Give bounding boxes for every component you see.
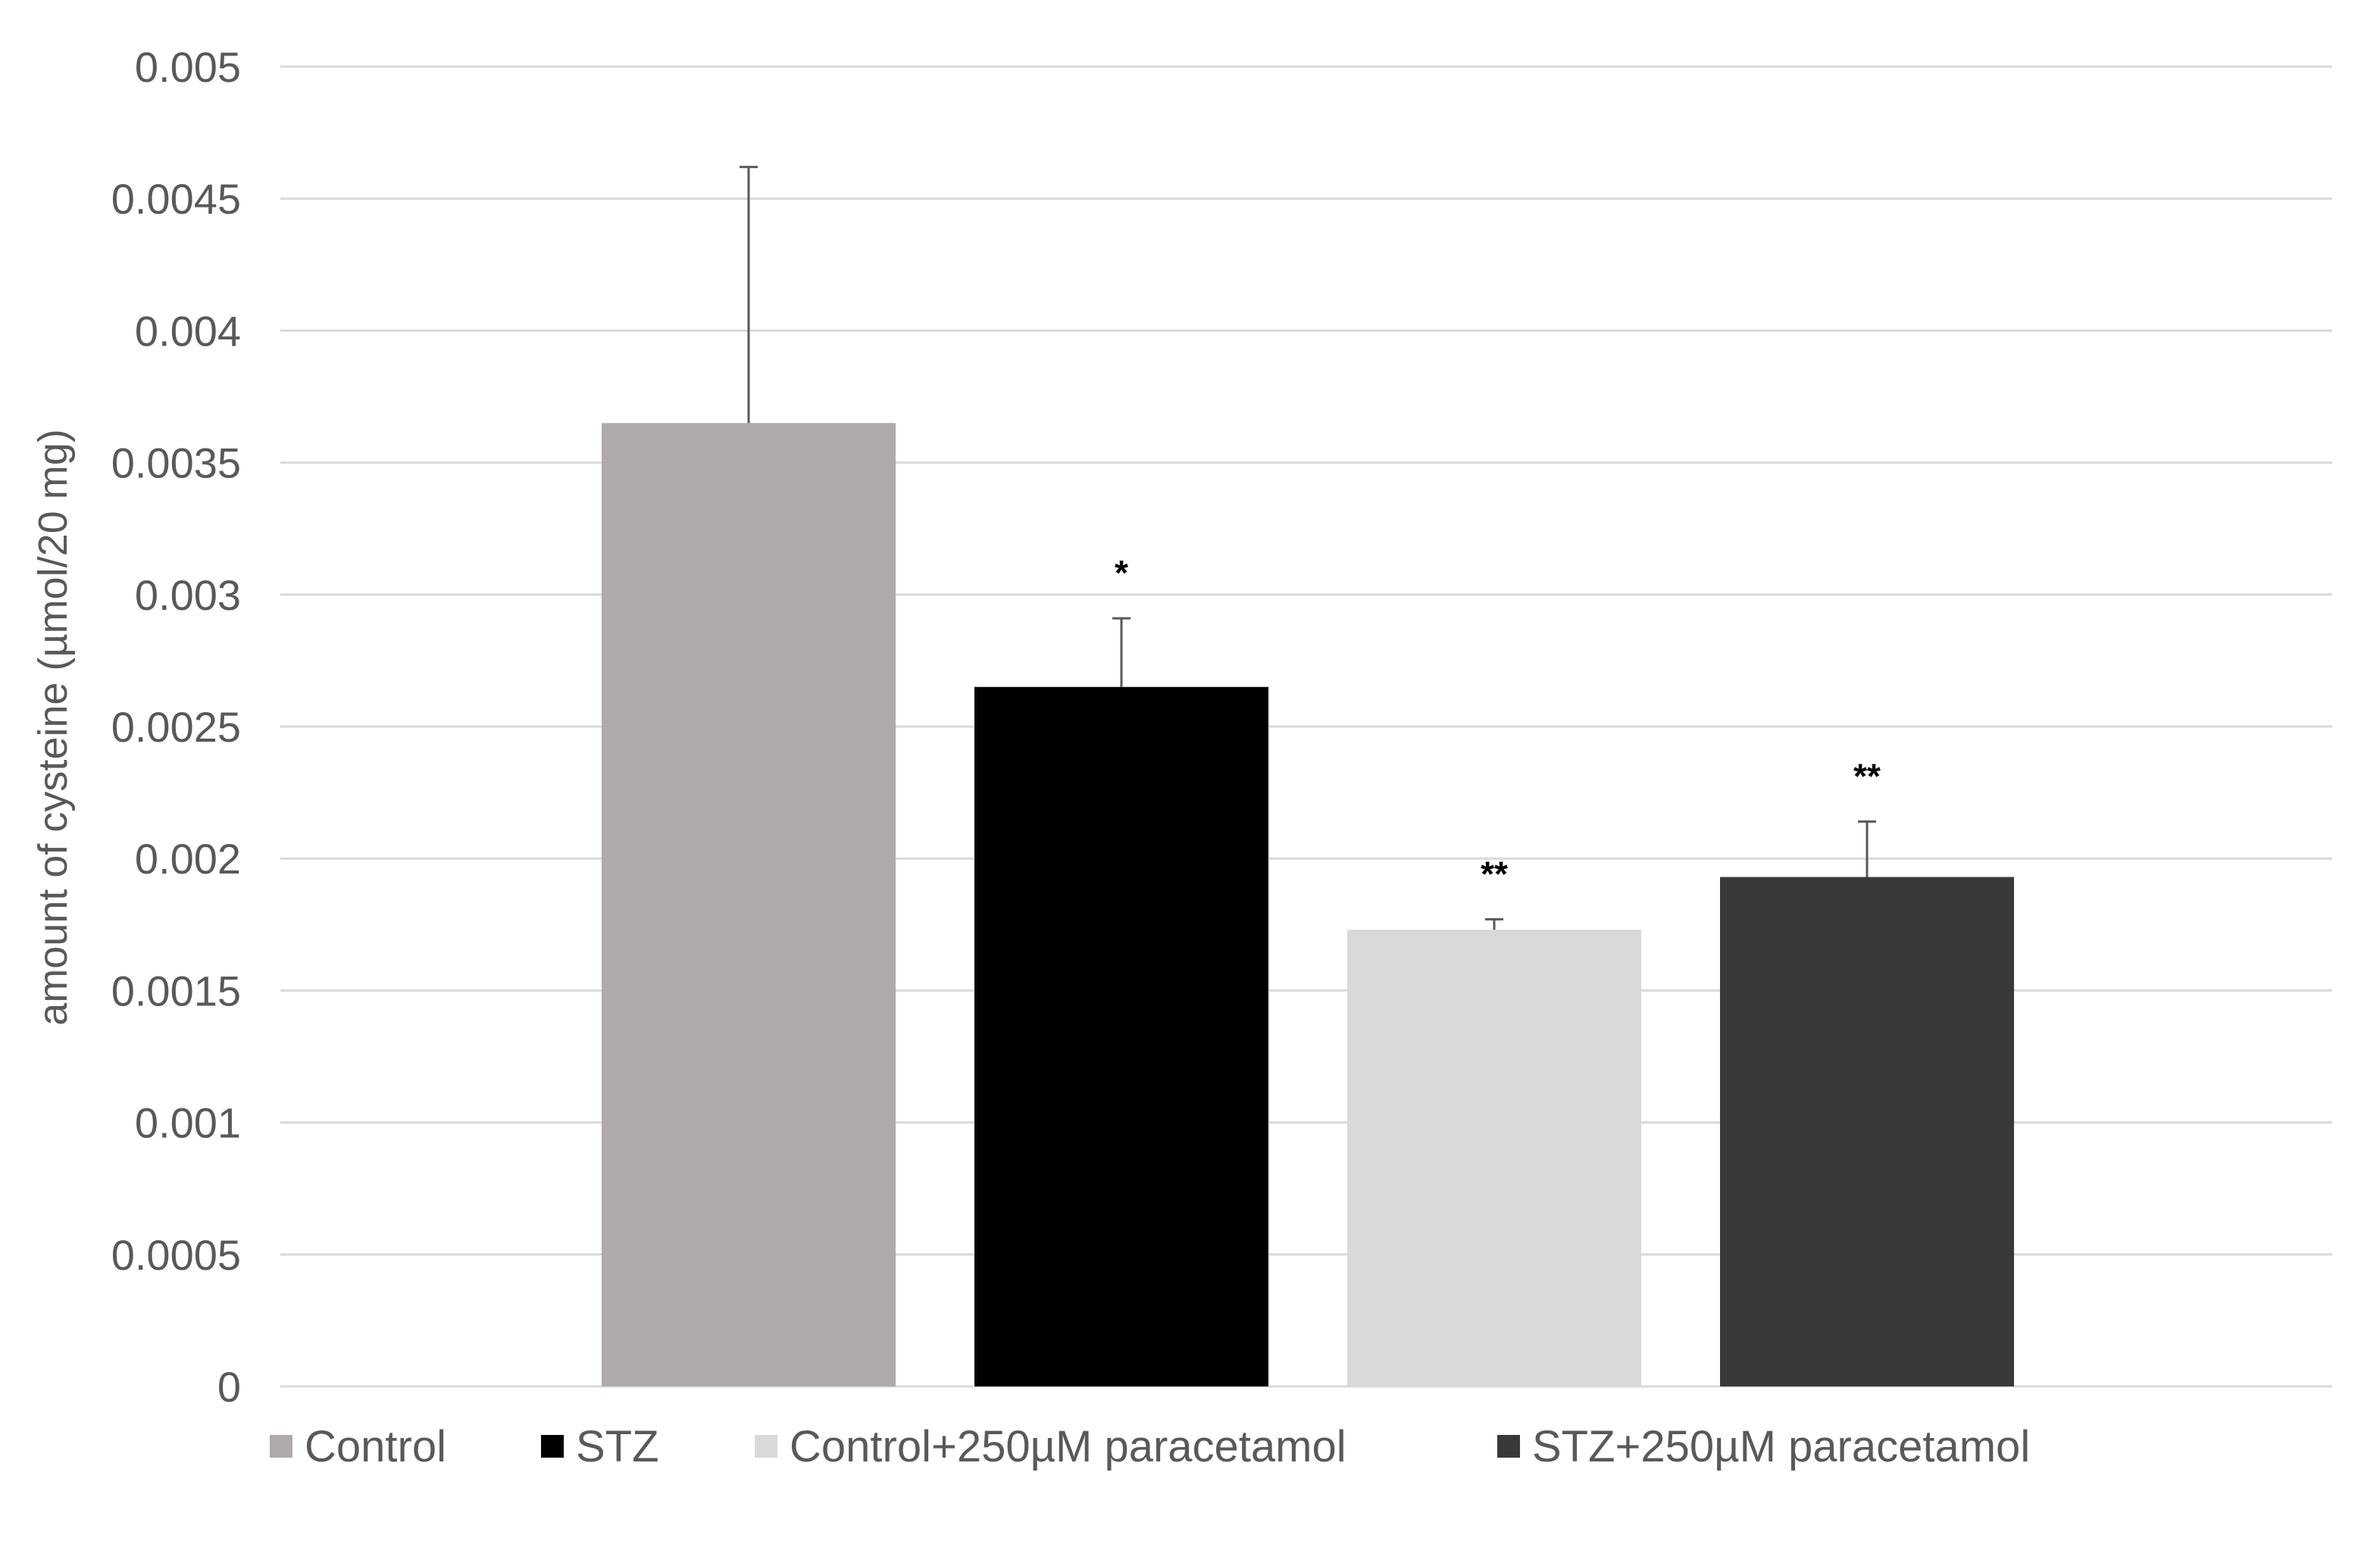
bar [974,686,1268,1386]
y-tick-label: 0.005 [135,43,241,91]
y-axis-title: amount of cysteine (µmol/20 mg) [30,429,76,1025]
significance-markers: ***** [1115,553,1881,893]
y-tick-label: 0.001 [135,1099,241,1147]
y-tick-label: 0.0015 [111,967,241,1014]
y-tick-label: 0.0005 [111,1231,241,1279]
legend-item: Control [270,1422,446,1471]
y-tick-label: 0.003 [135,571,241,619]
legend: Control STZ Control+250µM paracetamol STZ+2… [270,1422,2030,1471]
bar [1347,930,1641,1386]
error-bars [740,165,1876,930]
y-tick-label: 0 [217,1363,241,1411]
bars [602,423,2014,1386]
legend-item: STZ+250µM paracetamol [1497,1422,2030,1471]
y-tick-label: 0.004 [135,307,241,355]
gridlines [280,65,2332,1388]
legend-swatch [1497,1435,1520,1458]
legend-label: STZ [576,1422,659,1471]
bar [602,423,896,1386]
legend-label: Control [305,1422,446,1471]
y-tick-label: 0.0045 [111,175,241,223]
legend-label: STZ+250µM paracetamol [1532,1422,2030,1471]
y-axis-tick-labels: 0 0.0005 0.001 0.0015 0.002 0.0025 0.003 0.0035… [111,43,241,1411]
significance-marker: * [1115,553,1128,592]
y-tick-label: 0.0035 [111,439,241,487]
legend-swatch [541,1435,564,1458]
y-tick-label: 0.002 [135,835,241,883]
significance-marker: ** [1481,854,1508,893]
legend-label: Control+250µM paracetamol [790,1422,1346,1471]
legend-item: Control+250µM paracetamol [755,1422,1346,1471]
legend-swatch [270,1435,292,1458]
legend-swatch [755,1435,777,1458]
significance-marker: ** [1853,756,1881,796]
bar [1720,877,2014,1386]
legend-item: STZ [541,1422,659,1471]
y-tick-label: 0.0025 [111,703,241,751]
